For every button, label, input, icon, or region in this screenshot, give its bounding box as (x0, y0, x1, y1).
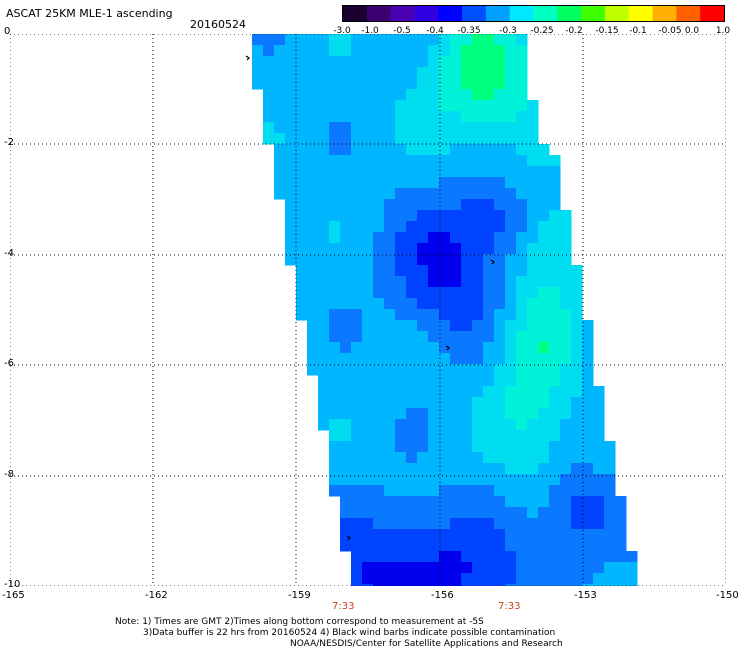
colorbar (342, 5, 725, 22)
colorbar-swatch (652, 6, 677, 21)
map-title: ASCAT 25KM MLE-1 ascending (6, 7, 173, 20)
swath-map (10, 34, 726, 586)
colorbar-swatch (628, 6, 654, 21)
colorbar-tick-label: -0.25 (530, 26, 554, 36)
time-label-right: 7:33 (498, 601, 521, 612)
colorbar-tick-label: -0.05 (658, 26, 682, 36)
colorbar-swatch (366, 6, 392, 21)
colorbar-swatch (438, 6, 463, 21)
y-axis-label: -6 (4, 358, 14, 369)
map-date: 20160524 (190, 18, 246, 31)
colorbar-swatch (462, 6, 487, 21)
colorbar-swatch (485, 6, 511, 21)
colorbar-tick-label: 0.0 (684, 26, 700, 36)
note-line-2: 3)Data buffer is 22 hrs from 20160524 4)… (143, 628, 556, 638)
colorbar-tick-label: -0.4 (426, 26, 444, 36)
x-axis-label: -156 (431, 590, 454, 601)
colorbar-ticks: -3.0 -1.0 -0.5 -0.4 -0.35 -0.3 -0.25 -0.2 -0.15-… (333, 26, 730, 37)
colorbar-tick-label: -0.2 (565, 26, 583, 36)
colorbar-tick-label: -0.1 (629, 26, 647, 36)
note-line-3: NOAA/NESDIS/Center for Satellite Applica… (290, 639, 563, 649)
colorbar-swatch (604, 6, 630, 21)
graticule (10, 34, 726, 586)
colorbar-swatch (676, 6, 701, 21)
colorbar-tick-label: -0.5 (393, 26, 411, 36)
colorbar-tick-label: -1.0 (361, 26, 379, 36)
notes-block: Note: 1) Times are GMT 2)Times along bot… (115, 617, 563, 650)
colorbar-gradient (343, 6, 724, 21)
colorbar-tick-label: 1.0 (715, 26, 731, 36)
y-axis-label: -10 (4, 579, 21, 590)
y-axis-label: -4 (4, 248, 14, 259)
swath-cells (252, 34, 638, 586)
colorbar-tick-label: -3.0 (333, 26, 351, 36)
colorbar-swatch (700, 6, 724, 21)
y-axis-label: 0 (4, 26, 11, 37)
colorbar-swatch (557, 6, 582, 21)
x-axis-label: -150 (716, 590, 739, 601)
colorbar-tick-label: -0.15 (595, 26, 619, 36)
x-axis-label: -162 (145, 590, 168, 601)
y-axis-label: -8 (4, 469, 14, 480)
colorbar-swatch (581, 6, 606, 21)
wind-barb-icon (445, 345, 450, 351)
colorbar-swatch (509, 6, 535, 21)
colorbar-swatch (390, 6, 416, 21)
colorbar-swatch (414, 6, 439, 21)
time-label-left: 7:33 (332, 601, 355, 612)
colorbar-tick-label: -0.35 (457, 26, 481, 36)
wind-barb-icon (490, 259, 495, 265)
wind-barb-icon (245, 55, 250, 61)
colorbar-swatch (533, 6, 558, 21)
colorbar-tick-label: -0.3 (499, 26, 517, 36)
x-axis-label: -165 (2, 590, 25, 601)
note-line-1: Note: 1) Times are GMT 2)Times along bot… (115, 617, 484, 627)
x-axis-label: -159 (288, 590, 311, 601)
colorbar-swatch (343, 6, 368, 21)
y-axis-label: -2 (4, 137, 14, 148)
x-axis-label: -153 (574, 590, 597, 601)
wind-barb-icon (346, 535, 351, 541)
